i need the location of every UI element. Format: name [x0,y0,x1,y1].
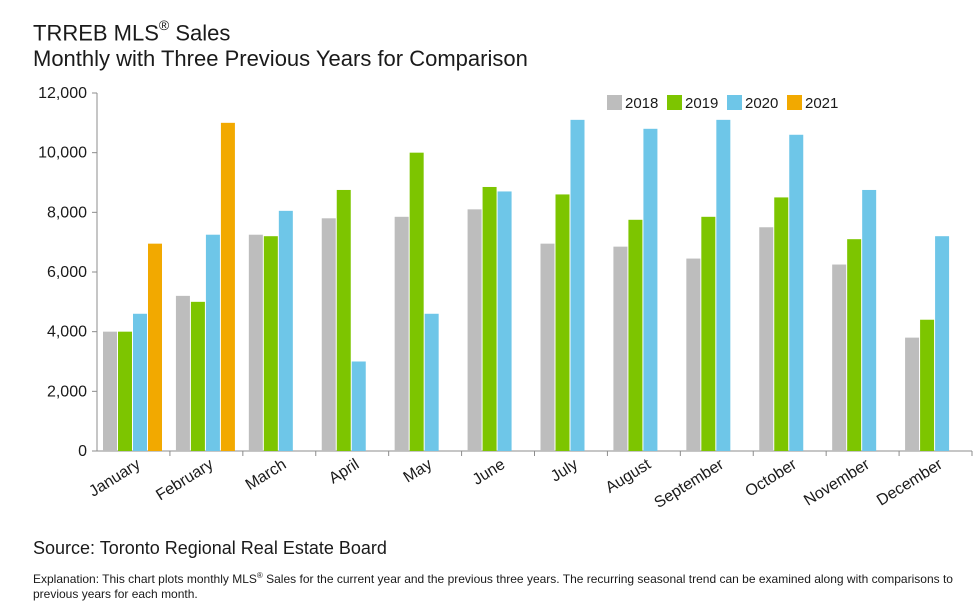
x-tick-label: September [652,456,728,512]
bar-2019-january [118,331,132,451]
y-tick-label: 4,000 [47,324,87,341]
legend-label-2021: 2021 [805,95,838,112]
bar-2018-january [103,331,117,451]
bar-2020-october [789,134,804,451]
x-tick-label: March [243,456,290,494]
bar-2019-may [409,152,424,451]
bar-2018-february [175,295,190,451]
bar-2020-august [643,128,658,452]
bar-2018-december [905,337,920,451]
bar-2019-june [482,186,497,451]
chart-title: TRREB MLS® Sales [33,17,231,46]
legend-swatch-2019 [667,95,682,110]
bar-2018-march [248,234,263,451]
bar-2020-june [497,191,512,451]
x-tick-label: October [743,456,801,501]
legend-label-2020: 2020 [745,95,778,112]
bar-2018-september [686,258,701,451]
x-tick-label: June [470,456,509,489]
x-tick-label: February [153,456,216,504]
source-note: Source: Toronto Regional Real Estate Boa… [33,538,387,558]
legend-swatch-2020 [727,95,742,110]
bar-2020-march [278,210,293,451]
x-tick-label: November [801,456,873,510]
bar-2020-november [862,189,877,452]
x-tick-label: April [326,456,362,487]
x-tick-label: August [603,456,655,497]
bar-2020-september [716,119,731,451]
chart-subtitle: Monthly with Three Previous Years for Co… [33,46,528,71]
x-tick-label: May [401,456,436,486]
y-tick-label: 6,000 [47,264,87,281]
y-tick-label: 12,000 [38,85,87,102]
bar-2020-december [935,236,950,451]
bar-2019-april [336,189,351,452]
bar-2019-february [190,301,205,451]
bar-2020-july [570,119,585,451]
legend-label-2018: 2018 [625,95,658,112]
x-tick-label: December [874,456,946,510]
bar-2018-april [321,218,336,451]
bar-2020-february [205,234,220,451]
bar-2019-december [920,319,935,451]
bar-2019-november [847,239,862,451]
x-tick-label: January [86,456,143,501]
legend-swatch-2021 [787,95,802,110]
bar-2020-may [424,313,439,451]
bar-2019-march [263,236,278,451]
x-tick-label: July [548,456,581,485]
bar-2019-july [555,194,570,451]
y-tick-label: 2,000 [47,383,87,400]
bar-2018-june [467,209,482,451]
bar-2019-october [774,197,789,451]
bar-2018-may [394,216,409,451]
explanation-note: Explanation: This chart plots monthly ML… [33,571,953,601]
bar-2019-september [701,216,716,451]
bar-chart: 0 2,000 4,000 6,000 8,000 10,000 12,000 January… [38,85,973,512]
bar-2021-january [148,243,162,451]
bar-2019-august [628,219,643,451]
bar-2021-february [220,122,235,451]
y-tick-label: 8,000 [47,204,87,221]
bar-2018-november [832,264,847,451]
y-tick-label: 0 [78,443,87,460]
legend-swatch-2018 [607,95,622,110]
y-tick-label: 10,000 [38,145,87,162]
bar-2020-january [133,313,147,451]
bar-2018-july [540,243,555,451]
bar-2018-october [759,227,774,451]
bar-2020-april [351,361,366,451]
legend-label-2019: 2019 [685,95,718,112]
bar-2018-august [613,246,628,451]
